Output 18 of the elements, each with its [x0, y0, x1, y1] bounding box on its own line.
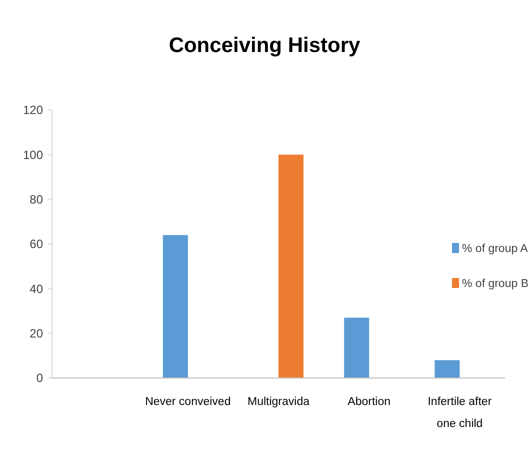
- legend-label: % of group B: [462, 278, 529, 290]
- x-tick-label: Multigravida: [248, 396, 310, 408]
- y-tick-label: 120: [22, 103, 44, 118]
- y-tick-label: 0: [36, 371, 44, 386]
- bar: [434, 360, 460, 378]
- y-tick-label: 40: [30, 282, 44, 296]
- bar: [344, 318, 370, 378]
- y-tick-label: 100: [22, 148, 44, 162]
- chart-title: Conceiving History: [168, 34, 360, 57]
- y-tick-label: 20: [30, 326, 44, 341]
- x-tick-label: Never conveived: [145, 396, 231, 408]
- x-tick-label: Infertile after one child: [428, 396, 492, 430]
- y-tick-label: 60: [30, 237, 44, 252]
- bar: [278, 154, 304, 378]
- legend-label: % of group A: [462, 243, 528, 256]
- y-tick-label: 80: [30, 192, 44, 207]
- x-tick-label: Abortion: [348, 396, 391, 408]
- bar: [162, 235, 188, 378]
